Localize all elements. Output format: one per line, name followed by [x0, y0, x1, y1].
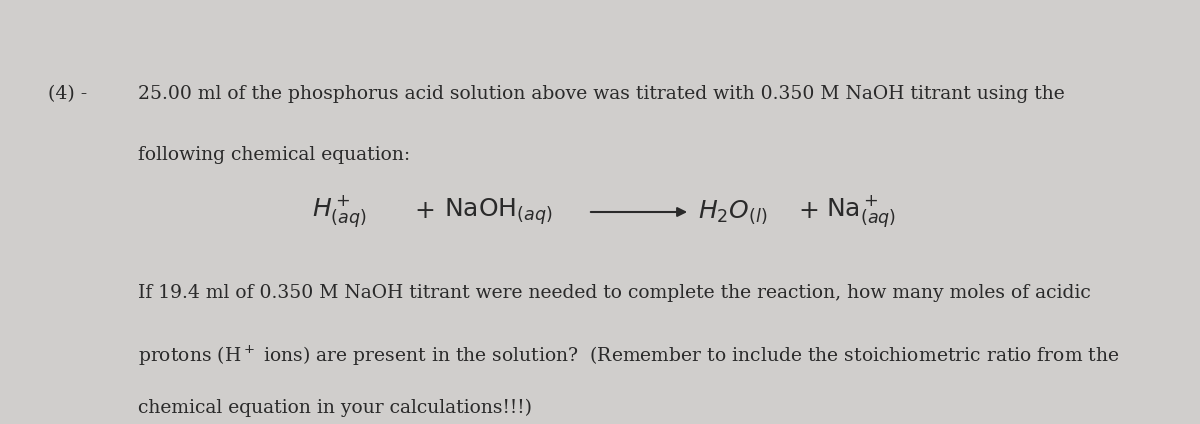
Text: $+$: $+$ — [798, 201, 818, 223]
Text: $H^+_{(aq)}$: $H^+_{(aq)}$ — [312, 194, 367, 230]
Text: $+$: $+$ — [414, 201, 434, 223]
Text: $\mathrm{NaOH}_{(aq)}$: $\mathrm{NaOH}_{(aq)}$ — [444, 197, 553, 227]
Text: protons (H$^+$ ions) are present in the solution?  (Remember to include the stoi: protons (H$^+$ ions) are present in the … — [138, 343, 1120, 368]
Text: following chemical equation:: following chemical equation: — [138, 146, 410, 164]
Text: (4) -: (4) - — [48, 85, 88, 103]
Text: $\mathrm{Na}^+_{(aq)}$: $\mathrm{Na}^+_{(aq)}$ — [826, 194, 896, 230]
Text: chemical equation in your calculations!!!): chemical equation in your calculations!!… — [138, 399, 532, 417]
Text: $H_2O_{(l)}$: $H_2O_{(l)}$ — [698, 198, 768, 226]
Text: If 19.4 ml of 0.350 M NaOH titrant were needed to complete the reaction, how man: If 19.4 ml of 0.350 M NaOH titrant were … — [138, 284, 1091, 302]
Text: 25.00 ml of the phosphorus acid solution above was titrated with 0.350 M NaOH ti: 25.00 ml of the phosphorus acid solution… — [138, 85, 1064, 103]
